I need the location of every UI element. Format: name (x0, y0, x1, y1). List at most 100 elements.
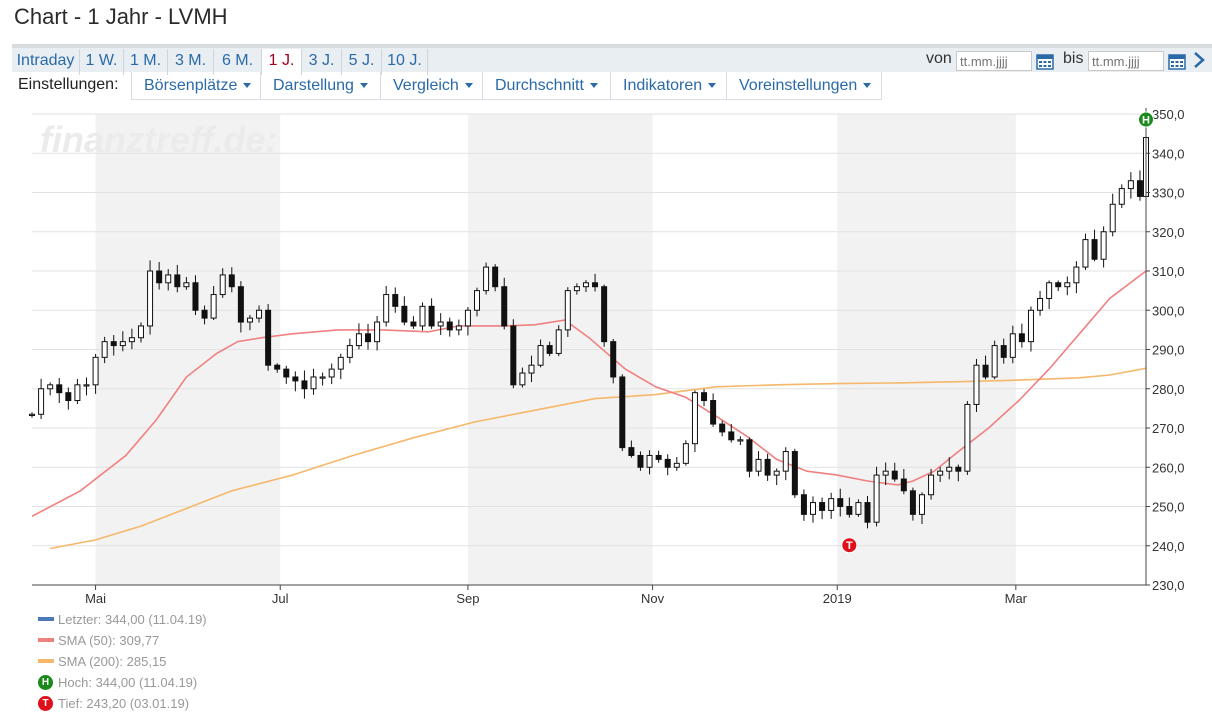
dropdown-durchschnitt[interactable]: Durchschnitt (482, 72, 610, 100)
tab-intraday[interactable]: Intraday (12, 49, 80, 75)
candle-body (555, 329, 562, 354)
candle-body (900, 478, 907, 492)
candle-body (328, 368, 335, 378)
candle-body (47, 384, 54, 390)
candle-body (1127, 180, 1134, 190)
tab-5y[interactable]: 5 J. (342, 49, 382, 75)
candle-body (473, 290, 480, 311)
candle-body (846, 506, 853, 515)
calendar-icon[interactable] (1036, 52, 1054, 75)
watermark: finanztreff.de: (40, 119, 277, 160)
legend-text: Letzter: 344,00 (11.04.19) (58, 612, 207, 627)
candle-body (110, 341, 117, 347)
candle-body (319, 376, 326, 379)
dropdown-vergleich[interactable]: Vergleich (380, 72, 482, 100)
high-marker-label: H (1142, 115, 1150, 127)
candle-body (492, 266, 499, 288)
candle-body (183, 282, 190, 288)
to-date-input[interactable] (1088, 51, 1164, 71)
y-tick-label: 250,0 (1152, 500, 1185, 515)
tab-3y[interactable]: 3 J. (302, 49, 342, 75)
y-tick-label: 300,0 (1152, 303, 1185, 318)
candle-body (710, 400, 717, 425)
caret-down-icon (464, 83, 473, 89)
candle-body (374, 321, 381, 343)
candle-body (337, 356, 344, 370)
candle-body (419, 305, 426, 327)
candle-body (446, 321, 453, 331)
candle-body (464, 309, 471, 327)
candle-body (655, 454, 662, 460)
low-badge-icon: T (38, 696, 53, 711)
candle-body (256, 309, 263, 319)
candle-body (1118, 188, 1125, 205)
tab-10y[interactable]: 10 J. (382, 49, 428, 75)
candle-body (691, 392, 698, 445)
low-marker (841, 537, 858, 554)
candle-body (1046, 282, 1053, 299)
y-tick-label: 270,0 (1152, 421, 1185, 436)
candle-body (365, 333, 372, 343)
legend-text: SMA (200): 285,15 (58, 654, 167, 669)
candle-body (310, 376, 317, 390)
tab-6m[interactable]: 6 M. (214, 49, 262, 75)
tab-1w[interactable]: 1 W. (80, 49, 124, 75)
candle-body (973, 364, 980, 405)
candle-body (755, 458, 762, 472)
candle-body (455, 325, 462, 331)
candle-body (837, 498, 844, 507)
candle-body (174, 274, 181, 288)
candle-body (546, 345, 553, 354)
x-tick-label: Mai (85, 591, 106, 606)
caret-down-icon (708, 83, 717, 89)
candle-body (873, 474, 880, 523)
candle-body (592, 282, 599, 288)
dropdown-boersenplaetze[interactable]: Börsenplätze (131, 72, 260, 100)
caret-down-icon (863, 83, 872, 89)
tab-3m[interactable]: 3 M. (168, 49, 214, 75)
candle-body (1100, 231, 1107, 260)
x-tick-label: Mar (1005, 591, 1028, 606)
candle-body (637, 454, 644, 468)
candle-body (56, 384, 63, 394)
candle-body (982, 364, 989, 378)
candle-body (782, 451, 789, 472)
candle-body (1082, 239, 1089, 268)
from-date-input[interactable] (956, 51, 1032, 71)
candle-body (610, 341, 617, 378)
caret-down-icon (243, 83, 252, 89)
candle-body (991, 345, 998, 378)
dropdown-darstellung[interactable]: Darstellung (260, 72, 380, 100)
candle-body (1018, 333, 1025, 343)
tab-1m[interactable]: 1 M. (124, 49, 168, 75)
candle-body (128, 337, 135, 343)
tab-1y[interactable]: 1 J. (262, 49, 302, 75)
candle-body (1091, 239, 1098, 260)
calendar-icon[interactable] (1168, 52, 1186, 75)
chevron-right-icon[interactable] (1192, 51, 1206, 74)
candle-body (192, 282, 199, 311)
candle-body (673, 462, 680, 468)
candle-body (737, 439, 744, 442)
candle-body (437, 321, 444, 327)
dropdown-indikatoren[interactable]: Indikatoren (610, 72, 726, 100)
candle-body (219, 274, 226, 296)
x-tick-label: Sep (456, 591, 479, 606)
dropdown-voreinstellungen[interactable]: Voreinstellungen (726, 72, 882, 100)
candle-body (528, 364, 535, 374)
candle-body (38, 388, 45, 415)
candle-body (1000, 345, 1007, 358)
y-tick-label: 240,0 (1152, 539, 1185, 554)
range-tab-bar: Intraday 1 W. 1 M. 3 M. 6 M. 1 J. 3 J. 5… (12, 44, 1212, 75)
candle-body (582, 282, 589, 288)
candle-body (147, 270, 154, 327)
candle-body (955, 466, 962, 472)
candle-body (800, 494, 807, 515)
candle-body (918, 494, 925, 515)
y-tick-label: 290,0 (1152, 343, 1185, 358)
low-marker-label: T (846, 540, 853, 552)
candle-body (383, 294, 390, 323)
to-label: bis (1063, 50, 1084, 67)
from-label: von (926, 50, 952, 67)
y-tick-label: 340,0 (1152, 146, 1185, 161)
